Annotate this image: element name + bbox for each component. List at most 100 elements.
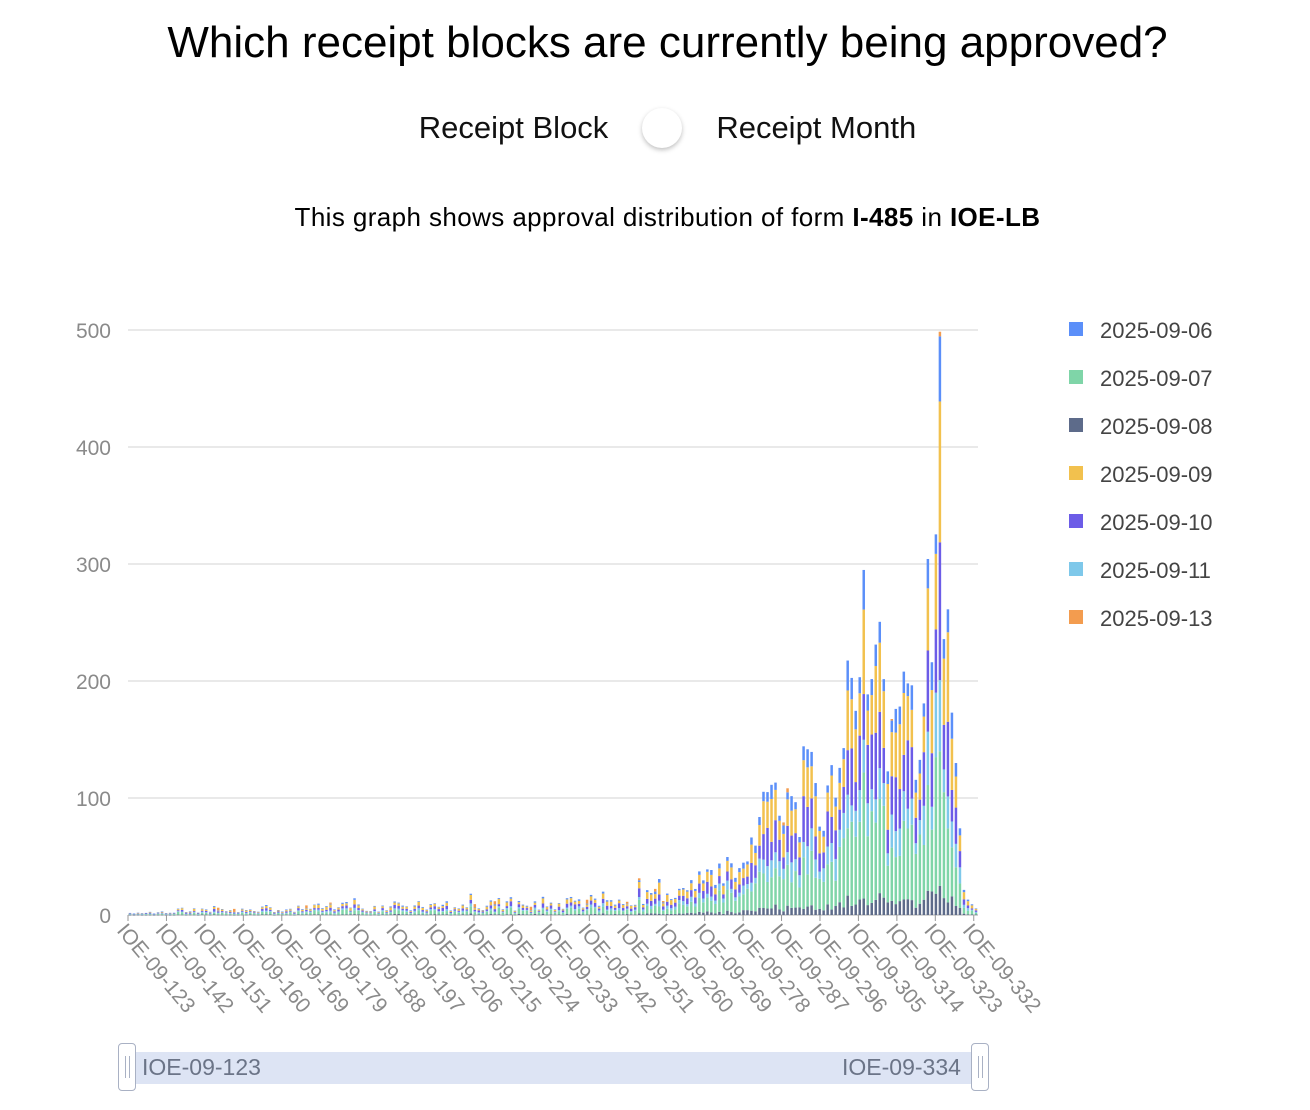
bar-segment (565, 898, 569, 900)
bar-segment (649, 905, 653, 910)
bar-segment (265, 914, 268, 915)
bar-segment (601, 906, 605, 914)
bar-segment (269, 909, 272, 911)
bar-segment (224, 911, 228, 913)
zoom-end-handle[interactable] (971, 1043, 989, 1091)
bar-segment (136, 914, 140, 915)
bar-segment (798, 907, 801, 915)
bar-segment (653, 891, 657, 895)
bar-segment (706, 911, 709, 915)
bar-segment (441, 911, 444, 915)
bar-segment (902, 754, 906, 792)
bar-segment (136, 913, 140, 915)
bar-segment (473, 912, 477, 915)
bar-segment (794, 871, 797, 908)
bar-segment (802, 908, 805, 915)
bar-segment (325, 906, 328, 907)
bar-segment (798, 875, 801, 888)
bar-segment (617, 903, 621, 909)
bar-segment (184, 913, 188, 915)
bar-segment (890, 720, 894, 733)
bar-segment (417, 908, 420, 911)
bar-segment (786, 792, 789, 800)
bar-segment (938, 336, 942, 402)
bar-segment (473, 911, 477, 913)
toggle-left-label[interactable]: Receipt Block (418, 110, 609, 145)
bar-segment (513, 911, 517, 913)
bar-segment (649, 913, 653, 915)
bar-segment (409, 910, 412, 912)
bar-segment (621, 904, 625, 905)
bar-segment (505, 901, 509, 903)
bar-segment (477, 910, 481, 913)
bar-segment (212, 914, 216, 916)
bar-segment (718, 883, 721, 891)
zoom-start-handle[interactable] (118, 1043, 136, 1091)
bar-segment (433, 903, 436, 907)
bar-segment (605, 900, 609, 902)
bar-segment (148, 911, 152, 913)
bar-segment (830, 816, 833, 844)
bar-segment (353, 898, 356, 900)
bar-segment (192, 914, 196, 916)
bar-segment (144, 914, 148, 916)
bar-segment (894, 904, 898, 915)
bar-segment (974, 910, 978, 912)
bar-segment (838, 846, 841, 903)
bar-segment (285, 910, 288, 912)
bar-segment (581, 912, 585, 915)
bar-segment (301, 912, 304, 914)
bar-segment (742, 894, 745, 911)
bar-segment (361, 914, 364, 916)
bar-segment (216, 912, 220, 914)
bar-segment (393, 908, 396, 910)
bar-segment (249, 909, 252, 912)
bar-segment (862, 609, 865, 695)
bar-segment (890, 776, 894, 815)
bar-segment (345, 905, 348, 909)
bar-segment (425, 914, 428, 916)
bar-segment (798, 837, 801, 843)
bar-segment (581, 908, 585, 910)
bar-segment (453, 907, 457, 910)
bar-segment (361, 912, 364, 915)
bar-segment (561, 913, 565, 915)
bar-segment (273, 912, 276, 914)
bar-segment (938, 751, 942, 886)
toggle-switch[interactable] (642, 108, 683, 148)
bar-segment (317, 909, 320, 912)
bar-segment (938, 542, 942, 681)
bar-segment (682, 904, 685, 914)
bar-segment (589, 896, 593, 901)
bar-segment (469, 906, 473, 914)
bar-segment (389, 907, 392, 911)
bar-segment (529, 914, 533, 916)
bar-segment (481, 911, 485, 913)
bar-segment (625, 908, 629, 910)
bar-segment (593, 908, 597, 914)
bar-segment (397, 908, 400, 911)
bar-segment (373, 909, 376, 912)
bar-segment (846, 660, 849, 691)
bar-segment (662, 906, 665, 910)
bar-segment (481, 913, 485, 915)
bar-segment (962, 899, 966, 905)
bar-segment (806, 906, 809, 915)
bar-segment (730, 863, 733, 868)
bar-segment (317, 908, 320, 910)
toggle-right-label[interactable]: Receipt Month (716, 110, 917, 145)
bar-segment (726, 910, 729, 915)
bar-segment (224, 911, 228, 912)
bar-segment (830, 775, 833, 817)
bar-segment (277, 911, 280, 913)
bar-segment (489, 901, 493, 906)
bar-segment (966, 899, 970, 902)
bar-segment (457, 914, 461, 916)
bar-segment (493, 914, 497, 915)
bar-segment (706, 893, 709, 898)
zoom-slider-track[interactable] (127, 1052, 980, 1084)
bar-segment (838, 829, 841, 847)
bar-segment (449, 912, 453, 914)
bar-segment (513, 910, 517, 912)
bar-segment (224, 913, 228, 915)
